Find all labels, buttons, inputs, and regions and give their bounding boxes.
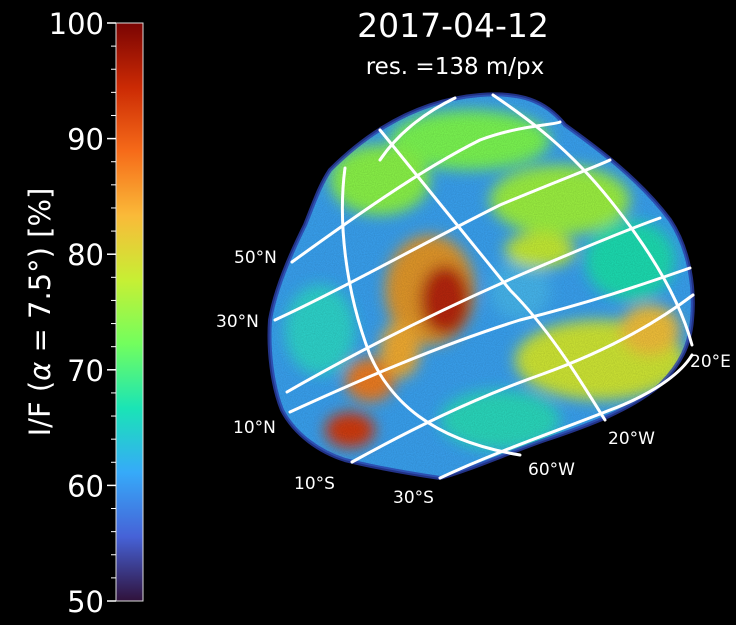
- colorbar-tick-label: 60: [67, 469, 104, 503]
- colorbar-ticks: 50 60 70 80 90 100: [49, 7, 116, 619]
- colorbar-label: I/F (α = 7.5°) [%]: [23, 188, 57, 437]
- grid-label-60w: 60°W: [528, 460, 575, 480]
- grid-label-30n: 30°N: [216, 312, 259, 332]
- colorbar-tick-label: 70: [67, 354, 104, 388]
- nucleus-image: [260, 85, 700, 485]
- colorbar-tick-label: 50: [67, 585, 104, 619]
- colorbar: 50 60 70 80 90 100: [49, 7, 143, 619]
- grid-label-10s: 10°S: [294, 474, 335, 494]
- grid-label-20w: 20°W: [608, 429, 655, 449]
- grid-label-20e: 20°E: [690, 352, 731, 372]
- colorbar-tick-label: 90: [67, 123, 104, 157]
- colorbar-tick-label: 80: [67, 238, 104, 272]
- chart-title: 2017-04-12: [357, 6, 549, 45]
- nucleus-pixel-noise: [260, 85, 700, 485]
- chart-subtitle: res. =138 m/px: [366, 54, 545, 80]
- colorbar-bar: [116, 23, 143, 601]
- colorbar-label-symbol: α: [23, 362, 57, 381]
- grid-label-10n: 10°N: [233, 418, 276, 438]
- grid-label-50n: 50°N: [234, 248, 277, 268]
- colorbar-label-suffix: = 7.5°) [%]: [23, 188, 57, 362]
- grid-label-30s: 30°S: [393, 488, 434, 508]
- colorbar-label-prefix: I/F (: [23, 381, 57, 437]
- colorbar-tick-label: 100: [49, 7, 104, 41]
